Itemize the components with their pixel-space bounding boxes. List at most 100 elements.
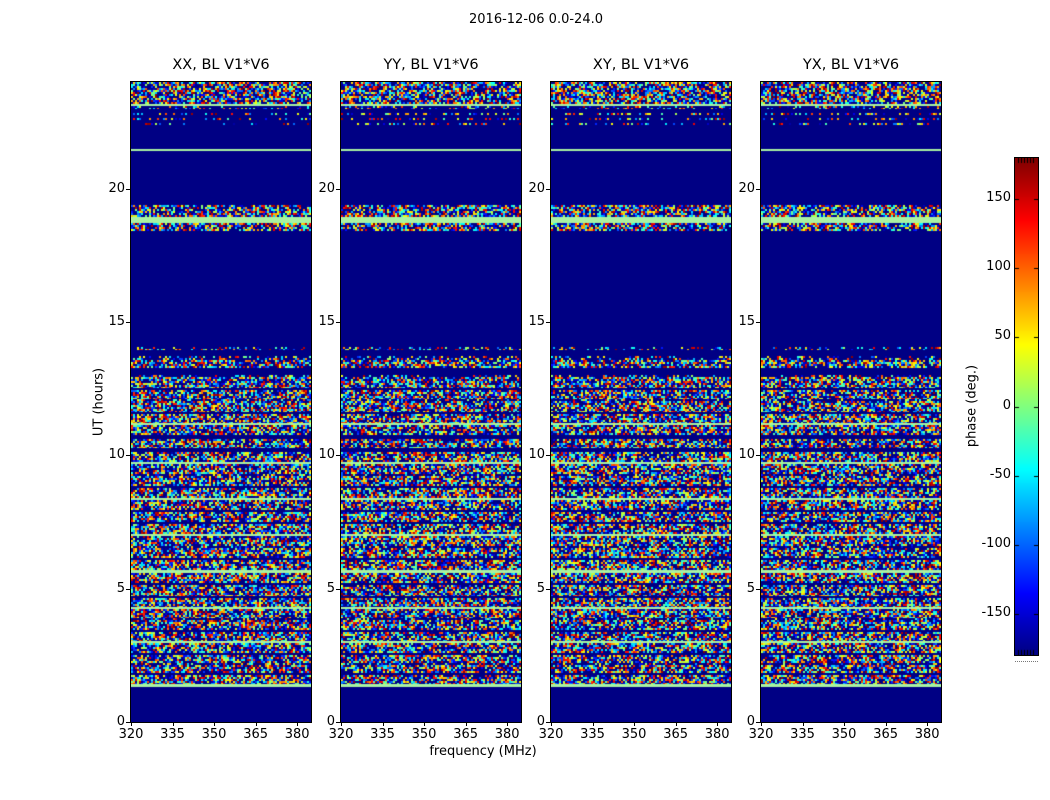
y-tick-mark [336, 722, 340, 723]
y-tick-mark [546, 455, 550, 456]
x-tick-mark [593, 722, 594, 726]
x-tick-mark [507, 722, 508, 726]
y-tick-label: 20 [108, 180, 125, 196]
y-tick-mark [336, 322, 340, 323]
x-tick-label: 350 [201, 727, 227, 742]
plot-frame-xy [550, 81, 732, 723]
y-tick-label: 0 [536, 714, 545, 729]
x-tick-label: 350 [831, 727, 857, 742]
colorbar-tick-label: 0 [1002, 398, 1011, 413]
heatmap-panel-yy [341, 82, 521, 722]
x-tick-label: 380 [494, 727, 520, 742]
x-tick-label: 320 [328, 727, 354, 742]
y-tick-mark [756, 189, 760, 190]
x-tick-label: 335 [370, 727, 395, 742]
colorbar-tick-label: -150 [981, 605, 1011, 620]
colorbar-tick-label: -50 [989, 467, 1011, 482]
y-tick-mark [126, 722, 130, 723]
x-tick-mark [803, 722, 804, 726]
y-tick-label: 10 [108, 447, 125, 463]
heatmap-panel-yx [761, 82, 941, 722]
y-tick-label: 15 [738, 314, 755, 329]
panel-title-yx: YX, BL V1*V6 [802, 57, 900, 73]
x-tick-label: 380 [914, 727, 940, 742]
y-tick-label: 5 [746, 580, 755, 596]
y-tick-mark [126, 189, 130, 190]
x-tick-label: 320 [538, 727, 564, 742]
y-tick-mark [756, 589, 760, 590]
x-tick-label: 335 [790, 727, 815, 742]
x-tick-mark [424, 722, 425, 726]
x-tick-mark [466, 722, 467, 726]
y-tick-label: 15 [318, 314, 335, 329]
x-tick-mark [844, 722, 845, 726]
y-tick-label: 5 [536, 580, 545, 596]
figure-title: 2016-12-06 0.0-24.0 [469, 12, 603, 27]
colorbar-tick-label: 50 [994, 328, 1011, 343]
y-tick-mark [546, 589, 550, 590]
x-tick-mark [341, 722, 342, 726]
x-tick-label: 350 [621, 727, 647, 742]
x-axis-label: frequency (MHz) [429, 744, 537, 759]
y-tick-label: 15 [528, 314, 545, 329]
y-tick-mark [126, 589, 130, 590]
x-tick-mark [297, 722, 298, 726]
x-tick-label: 335 [160, 727, 185, 742]
colorbar-tick-label: 150 [986, 190, 1011, 205]
x-tick-label: 365 [453, 727, 479, 742]
y-tick-mark [756, 455, 760, 456]
y-tick-label: 0 [746, 714, 755, 729]
x-tick-mark [886, 722, 887, 726]
heatmap-panel-xy [551, 82, 731, 722]
y-tick-mark [126, 322, 130, 323]
x-tick-mark [634, 722, 635, 726]
x-tick-label: 380 [704, 727, 730, 742]
y-tick-label: 20 [318, 180, 335, 196]
x-tick-mark [131, 722, 132, 726]
x-tick-mark [383, 722, 384, 726]
x-tick-mark [927, 722, 928, 726]
x-tick-mark [676, 722, 677, 726]
x-tick-label: 365 [663, 727, 689, 742]
y-tick-label: 10 [318, 447, 335, 463]
x-tick-mark [214, 722, 215, 726]
panel-title-yy: YY, BL V1*V6 [383, 57, 479, 73]
plot-frame-yx [760, 81, 942, 723]
y-tick-label: 0 [326, 714, 335, 729]
x-tick-label: 335 [580, 727, 605, 742]
colorbar-gradient [1015, 158, 1038, 655]
y-tick-mark [756, 722, 760, 723]
colorbar-tick-label: -100 [981, 536, 1011, 551]
x-tick-mark [551, 722, 552, 726]
y-tick-label: 20 [738, 180, 755, 196]
x-tick-mark [173, 722, 174, 726]
colorbar-tick-label: 100 [986, 259, 1011, 274]
y-tick-label: 20 [528, 180, 545, 196]
x-tick-label: 365 [243, 727, 269, 742]
panel-title-xy: XY, BL V1*V6 [592, 57, 690, 73]
y-tick-mark [546, 322, 550, 323]
y-tick-mark [336, 589, 340, 590]
y-tick-label: 15 [108, 314, 125, 329]
y-tick-mark [336, 455, 340, 456]
y-tick-mark [126, 455, 130, 456]
x-tick-label: 320 [748, 727, 774, 742]
x-tick-label: 320 [118, 727, 144, 742]
heatmap-panel-xx [131, 82, 311, 722]
colorbar-frame [1014, 157, 1039, 656]
y-tick-label: 5 [116, 580, 125, 596]
x-tick-label: 350 [411, 727, 437, 742]
x-tick-mark [717, 722, 718, 726]
y-tick-mark [546, 722, 550, 723]
y-tick-mark [546, 189, 550, 190]
x-tick-mark [256, 722, 257, 726]
x-tick-label: 365 [873, 727, 899, 742]
colorbar-extend-dots [1015, 661, 1038, 662]
y-tick-label: 0 [116, 714, 125, 729]
y-tick-label: 10 [528, 447, 545, 463]
y-tick-label: 10 [738, 447, 755, 463]
plot-frame-yy [340, 81, 522, 723]
y-tick-label: 5 [326, 580, 335, 596]
y-tick-mark [756, 322, 760, 323]
